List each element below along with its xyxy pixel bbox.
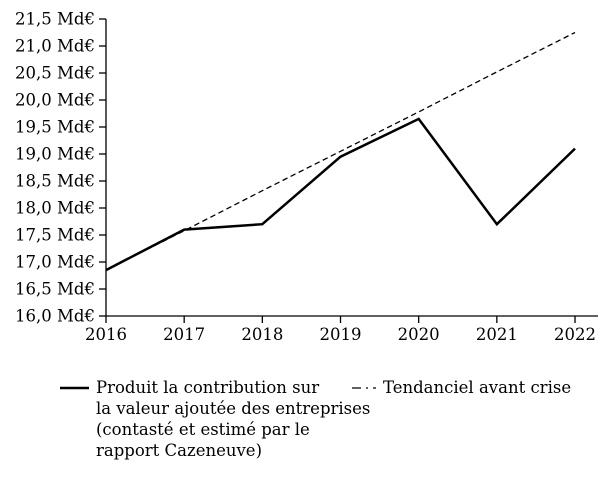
y-tick-label: 19,5 Md€ [15, 118, 95, 137]
y-tick-label: 16,0 Md€ [15, 307, 95, 326]
legend-label-line: Produit la contribution sur [96, 378, 320, 397]
x-tick-label: 2019 [320, 325, 362, 344]
legend-label-line: la valeur ajoutée des entreprises [96, 399, 371, 418]
line-chart: 21,5 Md€ 21,0 Md€ 20,5 Md€ 20,0 Md€ 19,5 Md€… [15, 10, 598, 344]
legend-item-tendanciel: Tendanciel avant crise [352, 377, 571, 398]
x-tick-label: 2021 [476, 325, 518, 344]
series-solid-line [105, 117, 576, 272]
x-tick-label: 2018 [241, 325, 283, 344]
y-tick-label: 21,5 Md€ [15, 10, 95, 29]
y-tick-label: 18,5 Md€ [15, 172, 95, 191]
legend-label-line: Tendanciel avant crise [383, 378, 572, 397]
y-tick-label: 20,5 Md€ [15, 64, 95, 83]
legend-label-tendanciel: Tendanciel avant crise [383, 377, 571, 398]
y-tick-label: 18,0 Md€ [15, 199, 95, 218]
legend-label-line: (contasté et estimé par le [96, 420, 310, 439]
series-dashed-line [105, 31, 576, 271]
x-tick-label: 2022 [554, 325, 596, 344]
x-tick-label: 2020 [398, 325, 440, 344]
solid-line-swatch [60, 386, 89, 390]
x-tick-label: 2016 [85, 325, 127, 344]
x-tick-label: 2017 [163, 325, 205, 344]
y-tick-label: 17,5 Md€ [15, 226, 95, 245]
y-tick-label: 19,0 Md€ [15, 145, 95, 164]
dashed-line-swatch [352, 387, 376, 389]
legend-item-produit-cvae: Produit la contribution sur la valeur aj… [60, 377, 370, 461]
legend-label-produit-cvae: Produit la contribution sur la valeur aj… [96, 377, 370, 461]
y-tick-label: 21,0 Md€ [15, 37, 95, 56]
y-tick-label: 20,0 Md€ [15, 91, 95, 110]
y-tick-label: 17,0 Md€ [15, 253, 95, 272]
legend-label-line: rapport Cazeneuve) [96, 441, 263, 460]
y-tick-label: 16,5 Md€ [15, 280, 95, 299]
